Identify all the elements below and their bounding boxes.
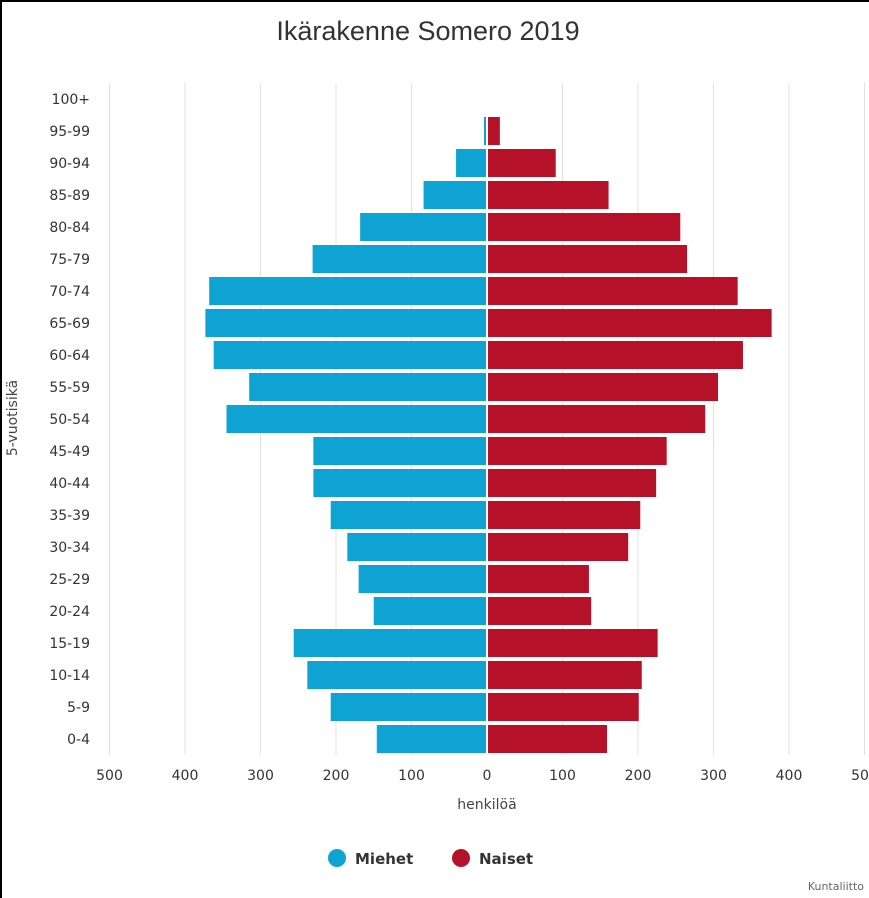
x-tick-label: 500 [96,768,123,784]
bar-female-0-4[interactable] [487,725,608,753]
bar-female-25-29[interactable] [487,565,589,593]
bar-male-70-74[interactable] [209,277,487,305]
y-tick-label: 40-44 [49,476,90,492]
bar-male-10-14[interactable] [307,661,487,689]
y-tick-label: 75-79 [49,252,90,268]
bars [205,83,772,755]
x-axis-title: henkilöä [457,797,516,813]
y-tick-label: 100+ [52,92,90,108]
bar-female-95-99[interactable] [487,117,500,145]
bar-male-40-44[interactable] [313,469,487,497]
bar-male-65-69[interactable] [205,309,487,337]
bar-female-65-69[interactable] [487,309,772,337]
bar-female-55-59[interactable] [487,373,719,401]
legend-female-label: Naiset [479,850,533,868]
legend-male-label: Miehet [355,850,413,868]
y-tick-label: 95-99 [49,124,90,140]
x-tick-label: 400 [172,768,199,784]
bar-male-45-49[interactable] [313,437,487,465]
x-tick-label: 400 [776,768,803,784]
bar-male-0-4[interactable] [376,725,487,753]
y-tick-label: 50-54 [49,412,90,428]
x-tick-label: 0 [483,768,492,784]
x-tick-label: 200 [323,768,350,784]
bar-male-50-54[interactable] [226,405,487,433]
x-tick-label: 100 [549,768,576,784]
legend-male-marker [328,849,346,867]
bar-female-80-84[interactable] [487,213,681,241]
y-axis-labels: 100+ 95-99 90-94 85-89 80-84 75-79 70-74 65-69 6… [49,92,90,748]
y-tick-label: 25-29 [49,572,90,588]
chart-title: Ikärakenne Somero 2019 [276,16,579,46]
bar-male-75-79[interactable] [312,245,487,273]
x-tick-label: 300 [247,768,274,784]
bar-male-25-29[interactable] [358,565,487,593]
legend-item-female[interactable]: Naiset [452,849,533,868]
y-tick-label: 45-49 [49,444,90,460]
bar-male-55-59[interactable] [249,373,487,401]
bar-male-90-94[interactable] [456,149,487,177]
y-tick-label: 30-34 [49,540,90,556]
bar-male-15-19[interactable] [293,629,487,657]
bar-male-95-99[interactable] [483,117,487,145]
y-tick-label: 5-9 [67,700,90,716]
bar-male-85-89[interactable] [423,181,487,209]
y-tick-label: 85-89 [49,188,90,204]
bar-female-50-54[interactable] [487,405,706,433]
bar-female-85-89[interactable] [487,181,609,209]
x-tick-label: 100 [398,768,425,784]
y-tick-label: 65-69 [49,316,90,332]
credit-text[interactable]: Kuntaliitto [808,880,864,893]
bar-female-60-64[interactable] [487,341,743,369]
bar-male-80-84[interactable] [360,213,487,241]
bar-female-40-44[interactable] [487,469,657,497]
bar-male-20-24[interactable] [373,597,487,625]
legend-item-male[interactable]: Miehet [328,849,413,868]
y-tick-label: 90-94 [49,156,90,172]
y-tick-label: 15-19 [49,636,90,652]
x-axis-labels: 500 400 300 200 100 0 100 200 300 400 500 [96,768,869,784]
bar-male-5-9[interactable] [330,693,487,721]
bar-female-35-39[interactable] [487,501,641,529]
bar-male-30-34[interactable] [347,533,487,561]
bar-female-10-14[interactable] [487,661,642,689]
bar-female-75-79[interactable] [487,245,688,273]
x-tick-label: 300 [700,768,727,784]
bar-female-20-24[interactable] [487,597,592,625]
bar-female-5-9[interactable] [487,693,639,721]
legend: Miehet Naiset [328,849,533,868]
y-tick-label: 70-74 [49,284,90,300]
y-tick-label: 0-4 [67,732,90,748]
bar-female-30-34[interactable] [487,533,629,561]
bar-male-60-64[interactable] [213,341,487,369]
bar-female-15-19[interactable] [487,629,658,657]
y-tick-label: 10-14 [49,668,90,684]
legend-female-marker [452,849,470,867]
x-tick-label: 200 [625,768,652,784]
bar-female-45-49[interactable] [487,437,667,465]
bar-female-90-94[interactable] [487,149,556,177]
y-tick-label: 55-59 [49,380,90,396]
bar-male-35-39[interactable] [330,501,487,529]
bar-female-70-74[interactable] [487,277,738,305]
y-tick-label: 35-39 [49,508,90,524]
y-tick-label: 60-64 [49,348,90,364]
y-tick-label: 80-84 [49,220,90,236]
x-tick-label: 500 [851,768,869,784]
y-tick-label: 20-24 [49,604,90,620]
y-axis-title: 5-vuotisikä [5,380,21,456]
